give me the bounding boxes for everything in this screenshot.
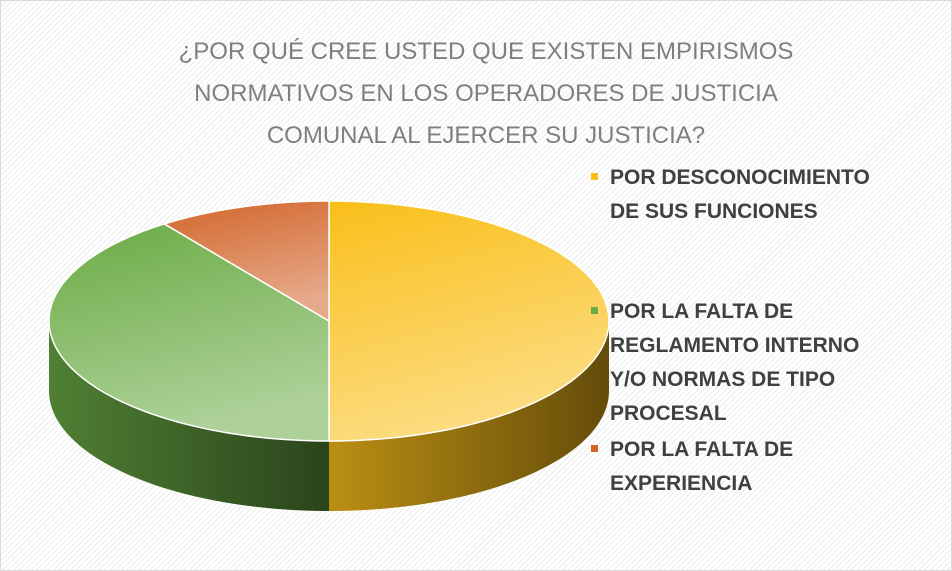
legend-swatch [591,307,598,314]
slice-side [49,321,329,511]
chart-title: ¿POR QUÉ CREE USTED QUE EXISTEN EMPIRISM… [178,38,794,149]
legend-swatch [591,445,598,452]
legend-entry: POR LA FALTA DE REGLAMENTO INTERNO Y/O N… [591,295,891,431]
legend-label: POR LA FALTA DE REGLAMENTO INTERNO Y/O N… [610,300,860,425]
legend-entry: POR LA FALTA DE EXPERIENCIA [591,433,891,501]
slice-side [329,321,609,511]
legend-label: POR LA FALTA DE EXPERIENCIA [610,438,794,495]
pie-slice [328,200,610,442]
legend-entry: POR DESCONOCIMIENTO DE SUS FUNCIONES [591,161,891,229]
pie-slice [162,200,330,323]
legend-label: POR DESCONOCIMIENTO DE SUS FUNCIONES [610,166,870,223]
pie-slice [48,223,330,442]
legend-swatch [591,173,598,180]
